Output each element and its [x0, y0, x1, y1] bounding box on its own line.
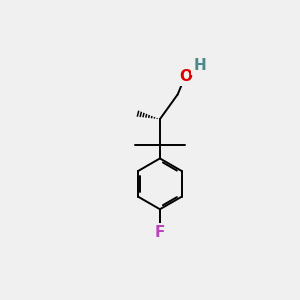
Text: F: F: [155, 225, 165, 240]
Text: H: H: [194, 58, 206, 73]
Text: O: O: [179, 68, 192, 83]
